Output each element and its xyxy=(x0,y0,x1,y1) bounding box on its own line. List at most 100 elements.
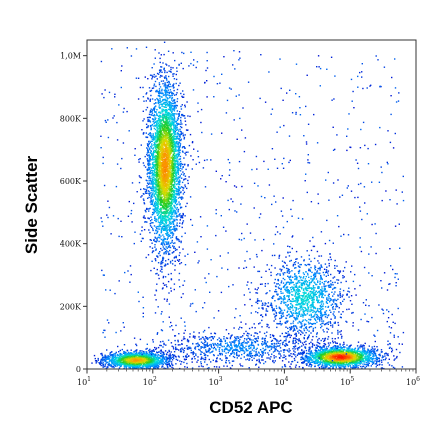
event-dot xyxy=(380,280,382,282)
event-dot xyxy=(213,75,215,78)
event-dot xyxy=(169,147,171,149)
event-dot xyxy=(386,289,389,291)
event-dot xyxy=(213,317,215,319)
event-dot xyxy=(182,212,184,215)
event-dot xyxy=(167,235,170,237)
event-dot xyxy=(156,208,159,210)
event-dot xyxy=(368,253,370,255)
event-dot xyxy=(163,224,165,226)
event-dot xyxy=(167,160,169,162)
event-dot xyxy=(198,348,200,351)
event-dot xyxy=(167,170,170,173)
event-dot xyxy=(357,75,359,78)
event-dot xyxy=(351,303,353,305)
event-dot xyxy=(156,177,158,179)
event-dot xyxy=(165,229,167,232)
event-dot xyxy=(379,85,381,87)
event-dot xyxy=(299,114,302,116)
event-dot xyxy=(159,131,162,133)
event-dot xyxy=(158,94,161,96)
event-dot xyxy=(318,262,320,264)
event-dot xyxy=(166,183,168,186)
event-dot xyxy=(168,147,170,149)
event-dot xyxy=(165,211,168,213)
event-dot xyxy=(172,115,174,117)
event-dot xyxy=(158,252,160,255)
event-dot xyxy=(170,201,173,203)
event-dot xyxy=(149,223,151,225)
event-dot xyxy=(156,268,158,271)
event-dot xyxy=(158,115,160,118)
event-dot xyxy=(183,321,186,323)
event-dot xyxy=(359,147,362,149)
event-dot xyxy=(161,159,164,162)
event-dot xyxy=(392,366,395,369)
event-dot xyxy=(170,272,172,275)
event-dot xyxy=(152,339,154,341)
event-dot xyxy=(176,70,178,72)
event-dot xyxy=(173,73,175,75)
event-dot xyxy=(177,144,179,146)
event-dot xyxy=(164,241,166,243)
event-dot xyxy=(156,132,158,134)
event-dot xyxy=(113,358,116,361)
event-dot xyxy=(176,88,179,91)
event-dot xyxy=(151,203,154,206)
event-dot xyxy=(301,218,304,220)
event-dot xyxy=(165,188,168,190)
event-dot xyxy=(164,121,167,123)
event-dot xyxy=(292,339,295,341)
event-dot xyxy=(192,159,194,161)
event-dot xyxy=(129,265,132,267)
event-dot xyxy=(223,56,225,58)
event-dot xyxy=(167,153,169,155)
event-dot xyxy=(168,86,171,88)
event-dot xyxy=(163,162,165,165)
event-dot xyxy=(161,90,163,92)
event-dot xyxy=(171,239,173,242)
event-dot xyxy=(165,124,167,126)
event-dot xyxy=(169,186,171,188)
event-dot xyxy=(179,146,181,148)
event-dot xyxy=(161,116,164,118)
event-dot xyxy=(146,173,148,175)
event-dot xyxy=(167,159,169,161)
event-dot xyxy=(188,65,190,67)
event-dot xyxy=(165,143,167,145)
event-dot xyxy=(174,220,176,222)
event-dot xyxy=(175,173,177,175)
event-dot xyxy=(147,208,149,210)
event-dot xyxy=(172,119,174,121)
event-dot xyxy=(162,184,164,187)
event-dot xyxy=(153,225,156,227)
event-dot xyxy=(164,158,167,161)
event-dot xyxy=(182,166,184,169)
event-dot xyxy=(159,139,162,141)
event-dot xyxy=(182,348,184,351)
event-dot xyxy=(157,121,159,123)
event-dot xyxy=(176,206,178,209)
event-dot xyxy=(161,155,163,157)
event-dot xyxy=(174,230,176,232)
event-dot xyxy=(361,63,363,65)
event-dot xyxy=(167,116,169,119)
event-dot xyxy=(239,342,241,345)
event-dot xyxy=(371,181,373,183)
event-dot xyxy=(142,193,145,195)
event-dot xyxy=(176,169,179,171)
event-dot xyxy=(154,161,156,163)
event-dot xyxy=(261,316,264,318)
event-dot xyxy=(121,157,123,160)
event-dot xyxy=(304,180,306,182)
event-dot xyxy=(120,360,122,363)
event-dot xyxy=(174,163,177,165)
event-dot xyxy=(159,132,162,134)
event-dot xyxy=(177,185,180,188)
event-dot xyxy=(155,156,157,158)
event-dot xyxy=(156,240,158,242)
event-dot xyxy=(173,191,176,193)
event-dot xyxy=(145,208,148,211)
event-dot xyxy=(167,212,169,214)
event-dot xyxy=(166,216,169,218)
event-dot xyxy=(173,170,175,173)
